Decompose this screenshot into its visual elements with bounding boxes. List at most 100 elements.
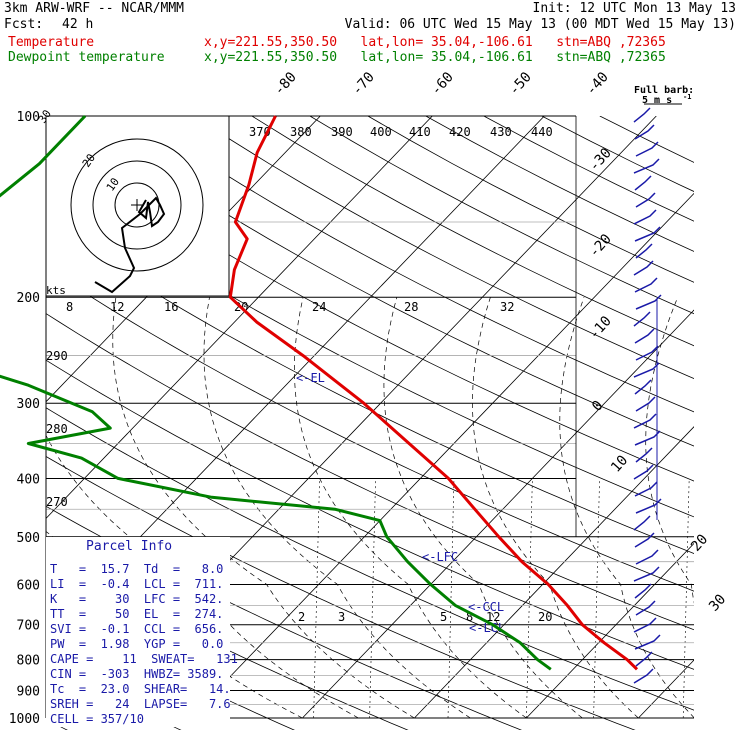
moist-adiabat-line xyxy=(645,297,694,604)
dewpoint-profile-line xyxy=(0,114,552,671)
wind-barb xyxy=(633,260,654,276)
barb-legend-unit: -1 xyxy=(683,93,691,101)
wind-barb xyxy=(633,617,657,633)
wind-barb xyxy=(635,600,656,616)
isotherm-label: 20 xyxy=(688,531,711,554)
hodograph-inset: 20 10 30 kts xyxy=(36,107,230,297)
mixing-ratio-low-label: 20 xyxy=(538,610,552,624)
parcel-level-label: <-CCL xyxy=(468,600,504,614)
dewpoint-legend: Dewpoint temperature xyxy=(8,50,165,65)
parcel-info-row: PW = 1.98 YGP = 0.0 xyxy=(50,637,224,651)
parcel-info-rows: T = 15.7 Td = 8.0 LI = -0.4 LCL = 711. K =… xyxy=(50,562,238,727)
parcel-info-row: Tc = 23.0 SHEAR= 14. xyxy=(50,682,231,696)
moist-adiabat-line xyxy=(472,297,639,719)
forecast-value: 42 h xyxy=(62,17,94,32)
theta-label: 270 xyxy=(46,495,68,509)
isotherm-label: 10 xyxy=(608,452,631,475)
wind-barb xyxy=(633,362,660,378)
wind-barb xyxy=(633,566,660,582)
temperature-location: x,y=221.55,350.50 lat,lon= 35.04,-106.61… xyxy=(204,35,666,50)
wind-barb xyxy=(634,277,658,293)
wind-barb xyxy=(633,413,657,429)
theta-label: 290 xyxy=(46,349,68,363)
wind-barb xyxy=(634,175,652,191)
theta-label: 430 xyxy=(490,125,512,139)
isotherm-line xyxy=(190,192,694,719)
dry-adiabat-line xyxy=(46,134,694,482)
sounding-profiles xyxy=(0,114,639,671)
parcel-info-row: CELL = 357/10 xyxy=(50,712,144,726)
wind-barb xyxy=(634,328,655,344)
wind-barb xyxy=(633,311,651,327)
pressure-tick-label: 200 xyxy=(17,291,40,306)
theta-label: 380 xyxy=(290,125,312,139)
valid-time: Valid: 06 UTC Wed 15 May 13 (00 MDT Wed … xyxy=(344,17,736,32)
wind-barbs xyxy=(633,107,662,684)
parcel-info-row: CAPE = 11 SWEAT= 131 xyxy=(50,652,238,666)
parcel-info-row: K = 30 LFC = 542. xyxy=(50,592,224,606)
wind-barb xyxy=(634,583,652,599)
isotherm-label: 0 xyxy=(589,398,607,415)
wind-barb xyxy=(634,430,661,446)
theta-label: 400 xyxy=(370,125,392,139)
wind-barb xyxy=(634,532,655,548)
isotherm-label: -30 xyxy=(586,145,615,175)
parcel-info-title: Parcel Info xyxy=(86,539,173,554)
isotherm-label: -70 xyxy=(349,69,378,99)
mixing-ratio-top-label: 28 xyxy=(404,300,418,314)
wind-barb xyxy=(635,447,653,463)
isotherm-label: -60 xyxy=(428,69,457,99)
dry-adiabat-line xyxy=(135,116,694,413)
pressure-tick-label: 500 xyxy=(17,531,40,546)
parcel-level-label: <-EL xyxy=(296,371,325,385)
parcel-info-row: CIN = -303 HWBZ= 3589. xyxy=(50,667,224,681)
isotherm-line xyxy=(302,309,694,719)
wind-barb xyxy=(633,158,660,174)
mixing-ratio-top-label: 16 xyxy=(164,300,178,314)
wind-barb xyxy=(633,464,654,480)
isotherm-label: -40 xyxy=(583,69,612,99)
isotherm-label: 30 xyxy=(706,591,729,614)
pressure-tick-label: 600 xyxy=(17,578,40,593)
theta-label: 410 xyxy=(409,125,431,139)
wind-barb xyxy=(633,209,657,225)
pressure-tick-label: 100 xyxy=(17,110,40,125)
hodo-ring-30: 30 xyxy=(36,107,54,125)
mixing-ratio-low-label: 2 xyxy=(298,610,305,624)
model-title: 3km ARW-WRF -- NCAR/MMM xyxy=(4,1,185,16)
isotherm-line xyxy=(414,426,694,719)
moist-adiabat-line xyxy=(46,530,303,719)
isotherm-line xyxy=(526,542,694,719)
parcel-info-row: LI = -0.4 LCL = 711. xyxy=(50,577,224,591)
theta-label: 390 xyxy=(331,125,353,139)
parcel-info-row: SVI = -0.1 CCL = 656. xyxy=(50,622,224,636)
hodo-kts-label: kts xyxy=(46,284,66,297)
wind-barb xyxy=(634,634,661,650)
dry-adiabat-line xyxy=(46,178,694,518)
parcel-info-box: Parcel Info T = 15.7 Td = 8.0 LI = -0.4 L… xyxy=(46,537,238,727)
wind-barb xyxy=(635,243,653,259)
mixing-ratio-low-label: 8 xyxy=(466,610,473,624)
isotherm-label: -50 xyxy=(506,69,535,99)
dry-adiabat-line xyxy=(77,116,694,447)
wind-barb xyxy=(634,124,655,140)
pressure-tick-label: 1000 xyxy=(9,712,40,727)
dry-adiabat-line xyxy=(46,313,694,631)
pressure-tick-label: 900 xyxy=(17,684,40,699)
parcel-level-label: <-LFC xyxy=(422,550,458,564)
barb-legend-line2: 5 m s xyxy=(642,95,672,106)
wind-barb xyxy=(635,498,662,514)
parcel-info-row: SREH = 24 LAPSE= 7.6 xyxy=(50,697,231,711)
dewpoint-location: x,y=221.55,350.50 lat,lon= 35.04,-106.61… xyxy=(204,50,666,65)
wind-barb xyxy=(633,515,651,531)
dry-adiabat-line xyxy=(46,222,694,554)
dry-adiabat-line xyxy=(46,267,694,592)
mixing-ratio-low-label: 3 xyxy=(338,610,345,624)
parcel-level-label: <-LCL xyxy=(469,621,505,635)
mixing-ratio-top-label: 12 xyxy=(110,300,124,314)
mixing-ratio-top-label: 32 xyxy=(500,300,514,314)
wind-barb xyxy=(634,226,661,242)
theta-label: 420 xyxy=(449,125,471,139)
forecast-label: Fcst: xyxy=(4,17,44,32)
dry-adiabat-line xyxy=(46,359,694,670)
